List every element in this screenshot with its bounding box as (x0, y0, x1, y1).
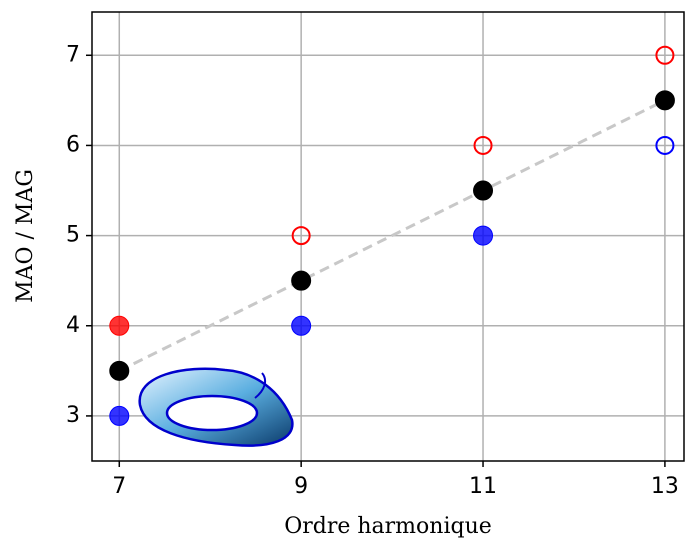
point (291, 270, 312, 291)
point (291, 315, 312, 336)
point (655, 45, 675, 65)
point (109, 315, 130, 336)
x-tick-label: 13 (651, 474, 679, 499)
plot-frame (91, 11, 685, 462)
x-tick-label: 11 (469, 474, 497, 499)
y-tick-label: 5 (66, 223, 80, 248)
trend-line (118, 99, 666, 373)
point (291, 226, 311, 246)
x-tick-label: 7 (112, 474, 126, 499)
y-tick-label: 7 (66, 42, 80, 67)
y-tick-label: 6 (66, 132, 80, 157)
y-tick-label: 4 (66, 313, 80, 338)
torus-illustration (138, 367, 294, 447)
point (473, 225, 494, 246)
x-tick-label: 9 (294, 474, 308, 499)
x-axis-label: Ordre harmonique (284, 514, 492, 539)
point (473, 135, 493, 155)
y-axis-label: MAO / MAG (13, 169, 38, 303)
marks (109, 45, 675, 426)
point (655, 135, 675, 155)
point (654, 90, 675, 111)
point (109, 405, 130, 426)
point (109, 360, 130, 381)
y-tick-label: 3 (66, 403, 80, 428)
point (473, 180, 494, 201)
